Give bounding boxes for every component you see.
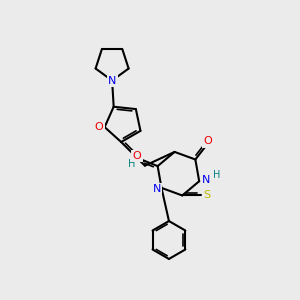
- Text: O: O: [94, 122, 103, 132]
- Text: H: H: [213, 170, 220, 180]
- Text: H: H: [128, 159, 135, 169]
- Text: O: O: [204, 136, 212, 146]
- Text: S: S: [203, 190, 211, 200]
- Text: N: N: [153, 184, 161, 194]
- Text: O: O: [133, 151, 142, 161]
- Text: N: N: [108, 76, 116, 85]
- Text: N: N: [202, 175, 210, 185]
